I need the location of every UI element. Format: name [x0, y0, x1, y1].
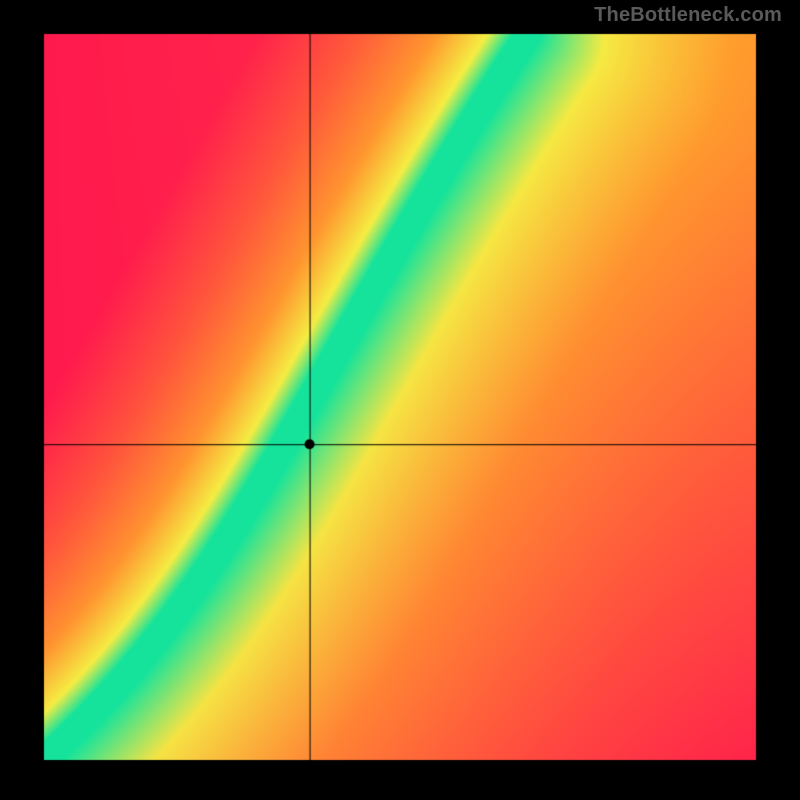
bottleneck-heatmap — [0, 0, 800, 800]
chart-container: TheBottleneck.com — [0, 0, 800, 800]
watermark-text: TheBottleneck.com — [594, 4, 782, 27]
